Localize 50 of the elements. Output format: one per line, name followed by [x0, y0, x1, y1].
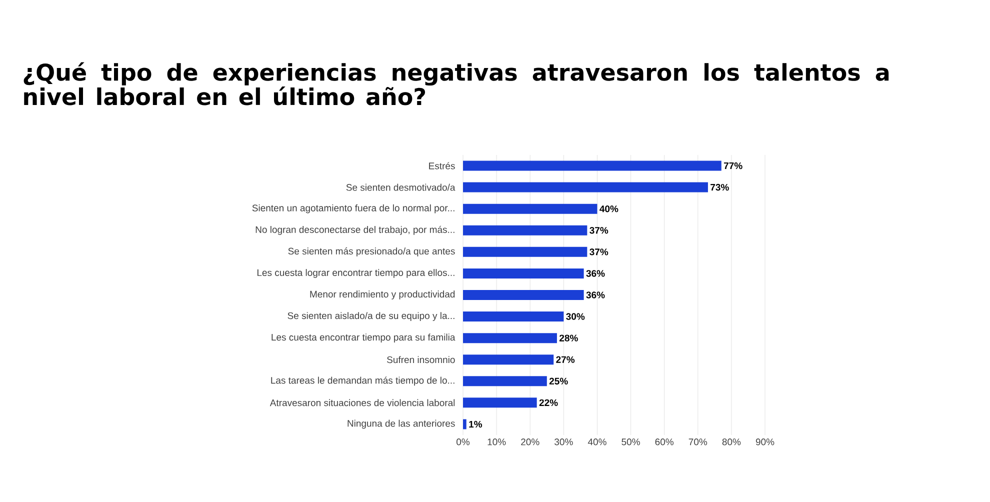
bar — [463, 246, 588, 257]
x-tick-label: 60% — [655, 438, 674, 446]
data-label: 37% — [590, 226, 608, 234]
y-tick-label: Ninguna de las anteriores — [348, 420, 455, 429]
y-tick-label: Les cuesta encontrar tiempo para su familia — [272, 334, 456, 342]
x-tick-label: 70% — [688, 438, 708, 446]
data-label: 36% — [586, 270, 605, 277]
bar — [463, 225, 588, 236]
data-label: 27% — [556, 356, 575, 363]
data-label: 22% — [539, 399, 558, 406]
bar — [463, 398, 537, 408]
bar — [463, 160, 722, 171]
x-tick-label: 40% — [588, 438, 606, 446]
bar — [463, 268, 584, 278]
y-tick-label: Atravesaron situaciones de violencia laboral — [270, 399, 455, 406]
x-tick-label: 90% — [756, 438, 774, 446]
x-tick-label: 50% — [622, 438, 640, 446]
y-tick-label: Se sienten aislado/a de su equipo y la... — [288, 312, 454, 321]
y-tick-label: Las tareas le demandan más tiempo de lo... — [271, 376, 454, 386]
y-tick-label: Menor rendimiento y productividad — [310, 290, 455, 300]
data-label: 36% — [586, 292, 605, 298]
data-label: 37% — [590, 248, 608, 256]
y-tick-label: Sienten un agotamiento fuera de lo normal por... — [252, 204, 454, 214]
data-label: 73% — [710, 184, 729, 191]
data-label: 40% — [600, 205, 618, 212]
data-label: 77% — [724, 162, 742, 170]
y-tick-label: No logran desconectarse del trabajo, por más... — [256, 226, 454, 235]
data-label: 25% — [549, 378, 568, 385]
y-tick-label: Se sienten desmotivado/a — [346, 184, 456, 191]
bar — [463, 290, 584, 300]
bar — [463, 376, 547, 386]
y-tick-label: Se sienten más presionado/a que antes — [288, 247, 455, 256]
bar — [463, 312, 564, 322]
x-tick-label: 80% — [722, 438, 741, 446]
bar — [463, 204, 598, 214]
y-tick-label: Les cuesta lograr encontrar tiempo para ellos... — [257, 269, 454, 278]
x-tick-label: 20% — [521, 438, 540, 446]
x-tick-label: 30% — [554, 438, 573, 446]
data-label: 28% — [559, 334, 578, 342]
bar — [463, 354, 554, 365]
bar — [463, 419, 466, 430]
chart-title: ¿Qué tipo de experiencias negativas atravesaron los talentos a nivel laboral en el último año? — [24, 62, 889, 106]
data-label: 30% — [566, 313, 585, 320]
y-tick-label: Estrés — [429, 162, 455, 170]
bar — [463, 333, 557, 344]
x-tick-label: 10% — [488, 438, 506, 446]
y-tick-label: Sufren insomnio — [387, 356, 455, 364]
x-tick-label: 0% — [456, 438, 470, 446]
bar — [463, 182, 708, 192]
data-label: 1% — [469, 420, 482, 428]
